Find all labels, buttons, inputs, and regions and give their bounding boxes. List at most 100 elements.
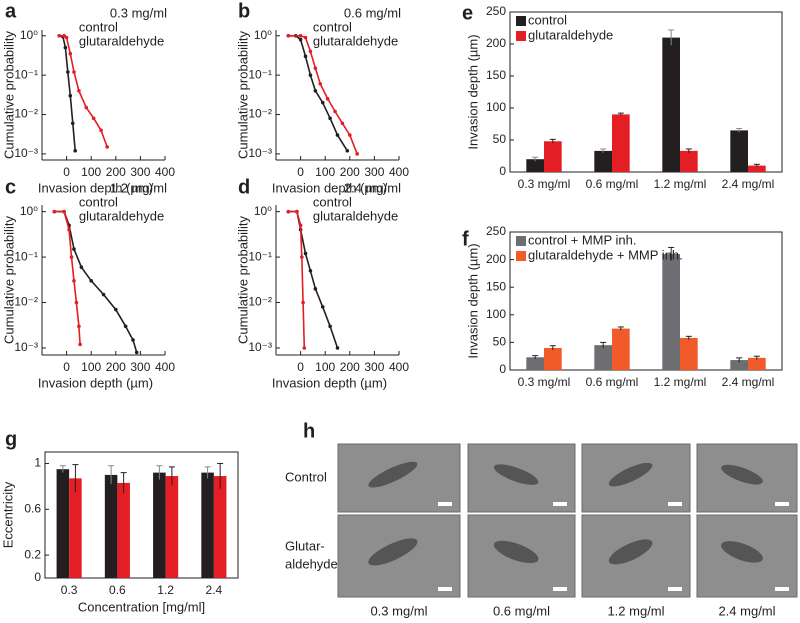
data-point <box>67 227 71 232</box>
data-point <box>335 346 340 350</box>
error-bar <box>685 148 692 153</box>
y-tick-label: 250 <box>486 4 506 18</box>
x-tick-label: 0 <box>297 165 304 179</box>
data-point <box>320 100 325 105</box>
data-point <box>62 209 66 214</box>
bar <box>213 476 227 578</box>
error-bar <box>736 357 743 363</box>
data-point <box>303 54 308 59</box>
subtitle: 0.3 mg/ml <box>110 5 167 20</box>
y-tick-label: 10⁻¹ <box>14 249 38 263</box>
data-point <box>131 338 135 342</box>
data-point <box>91 116 96 121</box>
cell <box>608 462 653 487</box>
data-point <box>298 37 303 42</box>
scale-bar <box>553 587 567 591</box>
legend-swatch <box>516 236 526 246</box>
cell <box>608 539 653 565</box>
data-point <box>301 300 305 305</box>
x-tick-label: 200 <box>106 360 126 374</box>
x-tick-label: 1.2 mg/ml <box>654 177 707 191</box>
data-point <box>89 279 93 283</box>
y-tick-label: 100 <box>486 307 506 321</box>
bar <box>544 141 562 172</box>
x-tick-label: 2.4 <box>206 583 223 597</box>
subtitle: 1.2 mg/ml <box>110 180 167 195</box>
y-tick-label: 250 <box>486 224 506 238</box>
data-point <box>64 35 69 40</box>
y-axis-label: Cumulative probability <box>1 216 16 344</box>
y-tick-label: 0 <box>34 570 41 584</box>
error-bar <box>549 345 556 351</box>
bar <box>612 328 630 370</box>
scale-bar <box>668 587 682 591</box>
x-tick-label: 400 <box>155 360 175 374</box>
error-bar <box>217 462 224 489</box>
y-tick-label: 10⁻² <box>248 295 272 309</box>
x-tick-label: 300 <box>364 165 384 179</box>
data-point <box>57 33 62 38</box>
data-point <box>333 109 337 114</box>
column-label: 1.2 mg/ml <box>607 603 664 618</box>
y-tick-label: 10⁰ <box>254 204 272 218</box>
row-label: aldehyde <box>285 556 338 571</box>
data-point <box>286 209 291 214</box>
bar <box>730 360 748 370</box>
data-point <box>355 152 359 156</box>
y-tick-label: 50 <box>493 335 507 349</box>
bar <box>56 469 70 578</box>
row-label: Control <box>285 469 327 484</box>
data-point <box>77 89 81 93</box>
x-axis-label: Concentration [mg/ml] <box>78 599 205 614</box>
panel-label: f <box>462 228 469 250</box>
x-tick-label: 200 <box>340 360 360 374</box>
cell <box>493 464 539 485</box>
x-tick-label: 0.3 mg/ml <box>518 375 571 389</box>
cell <box>368 538 418 566</box>
panel-label: a <box>5 0 17 22</box>
x-tick-label: 200 <box>106 165 126 179</box>
y-tick-label: 0.2 <box>24 547 41 561</box>
x-tick-label: 1.2 mg/ml <box>654 375 707 389</box>
data-point <box>345 148 350 153</box>
y-tick-label: 200 <box>486 36 506 50</box>
data-point <box>328 324 332 329</box>
data-point <box>302 346 307 350</box>
data-point <box>313 89 318 93</box>
y-tick-label: 0 <box>499 164 506 178</box>
data-point <box>303 35 308 40</box>
bar <box>730 130 748 172</box>
y-tick-label: 10⁰ <box>20 28 38 42</box>
panel-label: d <box>238 176 250 198</box>
error-bar <box>156 465 163 480</box>
data-point <box>77 324 81 329</box>
panel-label: h <box>303 420 315 442</box>
legend-label: glutaraldehyde <box>313 208 398 223</box>
bar <box>69 478 82 578</box>
y-axis-label: Cumulative probability <box>235 31 250 159</box>
bar <box>104 474 118 578</box>
plot-frame <box>509 11 783 173</box>
data-point <box>123 324 128 329</box>
x-axis-label: Invasion depth (µm) <box>272 375 387 390</box>
bar <box>201 472 214 578</box>
data-point <box>78 342 82 347</box>
data-point <box>84 105 89 110</box>
y-tick-label: 10⁻¹ <box>248 249 272 263</box>
data-point <box>74 300 79 305</box>
bar <box>748 165 766 172</box>
y-tick-label: 10⁻² <box>14 107 38 121</box>
legend-label: glutaraldehyde <box>79 33 164 48</box>
y-tick-label: 10⁻¹ <box>14 67 38 81</box>
error-bar <box>120 472 127 494</box>
data-point <box>105 145 109 149</box>
y-tick-label: 1 <box>34 456 41 470</box>
row-label: Glutar- <box>285 538 325 553</box>
bar <box>748 357 766 370</box>
legend-label: glutaraldehyde <box>79 208 164 223</box>
bar <box>612 114 630 172</box>
x-tick-label: 0 <box>63 360 70 374</box>
legend-label: glutaraldehyde <box>313 33 398 48</box>
error-bar <box>549 138 556 144</box>
x-tick-label: 0.6 mg/ml <box>586 177 639 191</box>
